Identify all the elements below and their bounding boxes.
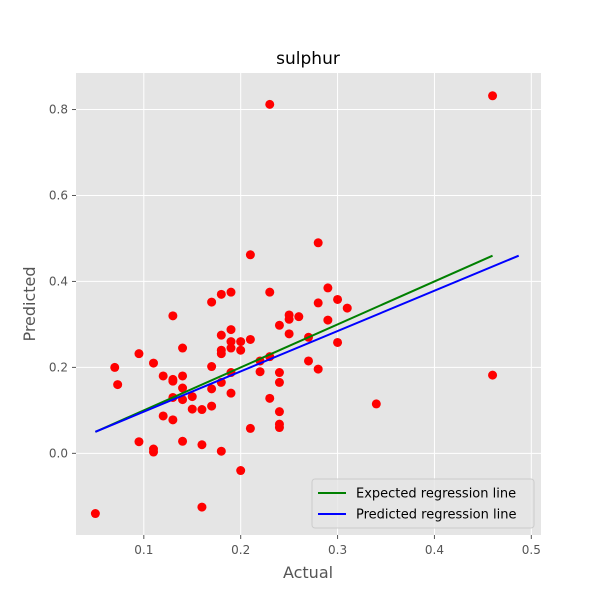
data-point xyxy=(274,407,284,417)
x-tick-label: 0.5 xyxy=(522,543,541,557)
data-point xyxy=(187,392,197,402)
data-point xyxy=(333,337,343,347)
data-point xyxy=(236,337,246,347)
data-point xyxy=(284,329,294,339)
data-point xyxy=(236,466,246,476)
data-point xyxy=(313,298,323,308)
data-point xyxy=(110,362,120,372)
data-point xyxy=(207,401,217,411)
data-point xyxy=(90,509,100,519)
data-point xyxy=(245,423,255,433)
data-point xyxy=(197,502,207,512)
data-point xyxy=(168,376,178,386)
data-point xyxy=(226,287,236,297)
data-point xyxy=(488,370,498,380)
x-tick-label: 0.4 xyxy=(425,543,444,557)
data-point xyxy=(187,404,197,414)
data-point xyxy=(265,287,275,297)
data-point xyxy=(236,345,246,355)
data-point xyxy=(158,411,168,421)
data-point xyxy=(158,371,168,381)
data-point xyxy=(134,437,144,447)
data-point xyxy=(323,315,333,325)
data-point xyxy=(274,377,284,387)
x-tick-label: 0.2 xyxy=(231,543,250,557)
data-point xyxy=(207,384,217,394)
data-point xyxy=(226,343,236,353)
data-point xyxy=(216,289,226,299)
expected-regression-line xyxy=(94,254,493,433)
data-point xyxy=(207,297,217,307)
data-point xyxy=(178,371,188,381)
data-point xyxy=(168,311,178,321)
data-point xyxy=(226,337,236,347)
data-point xyxy=(134,349,144,359)
chart-title: sulphur xyxy=(276,49,340,69)
data-point xyxy=(149,358,158,368)
data-point xyxy=(488,91,498,101)
legend: Expected regression line Predicted regre… xyxy=(311,478,535,529)
x-tick-label: 0.1 xyxy=(134,543,153,557)
data-point xyxy=(178,436,188,446)
data-point xyxy=(149,447,158,457)
data-point xyxy=(245,250,255,260)
x-axis-ticks: 0.1 0.2 0.3 0.4 0.5 xyxy=(134,535,541,557)
data-point xyxy=(216,349,226,359)
data-point xyxy=(284,314,294,324)
data-point xyxy=(255,367,265,377)
data-point xyxy=(197,440,207,450)
data-point xyxy=(333,294,343,304)
data-point xyxy=(113,380,123,390)
data-point xyxy=(294,312,304,322)
data-point xyxy=(342,303,352,313)
data-point xyxy=(216,446,226,456)
y-tick-label: 0.8 xyxy=(49,103,68,117)
data-point xyxy=(274,320,284,330)
regression-lines xyxy=(94,254,520,433)
legend-label-expected: Expected regression line xyxy=(356,487,516,502)
data-point xyxy=(207,362,217,372)
data-point xyxy=(197,405,207,415)
data-point xyxy=(178,383,188,393)
predicted-regression-line xyxy=(94,254,520,433)
y-tick-label: 0.6 xyxy=(49,188,68,202)
x-axis-label: Actual xyxy=(283,563,333,582)
data-point xyxy=(304,356,313,366)
data-point xyxy=(274,368,284,378)
legend-label-predicted: Predicted regression line xyxy=(356,508,516,523)
data-point xyxy=(226,325,236,335)
data-point xyxy=(313,364,323,374)
data-point xyxy=(168,415,178,425)
y-axis-ticks: 0.0 0.2 0.4 0.6 0.8 xyxy=(49,103,76,460)
plot-area xyxy=(76,73,541,535)
data-point xyxy=(313,238,323,248)
grid-lines xyxy=(76,73,541,535)
y-tick-label: 0.0 xyxy=(49,446,68,460)
y-tick-label: 0.2 xyxy=(49,360,68,374)
data-point xyxy=(178,343,188,353)
data-point xyxy=(323,283,333,293)
data-point xyxy=(265,393,275,403)
data-point xyxy=(216,330,226,340)
legend-box xyxy=(311,478,535,529)
data-point xyxy=(245,334,255,344)
x-tick-label: 0.3 xyxy=(328,543,347,557)
data-point xyxy=(265,99,275,109)
data-point xyxy=(371,399,381,409)
data-point xyxy=(274,423,284,433)
y-axis-label: Predicted xyxy=(20,266,39,341)
y-tick-label: 0.4 xyxy=(49,274,68,288)
data-point xyxy=(226,388,236,398)
